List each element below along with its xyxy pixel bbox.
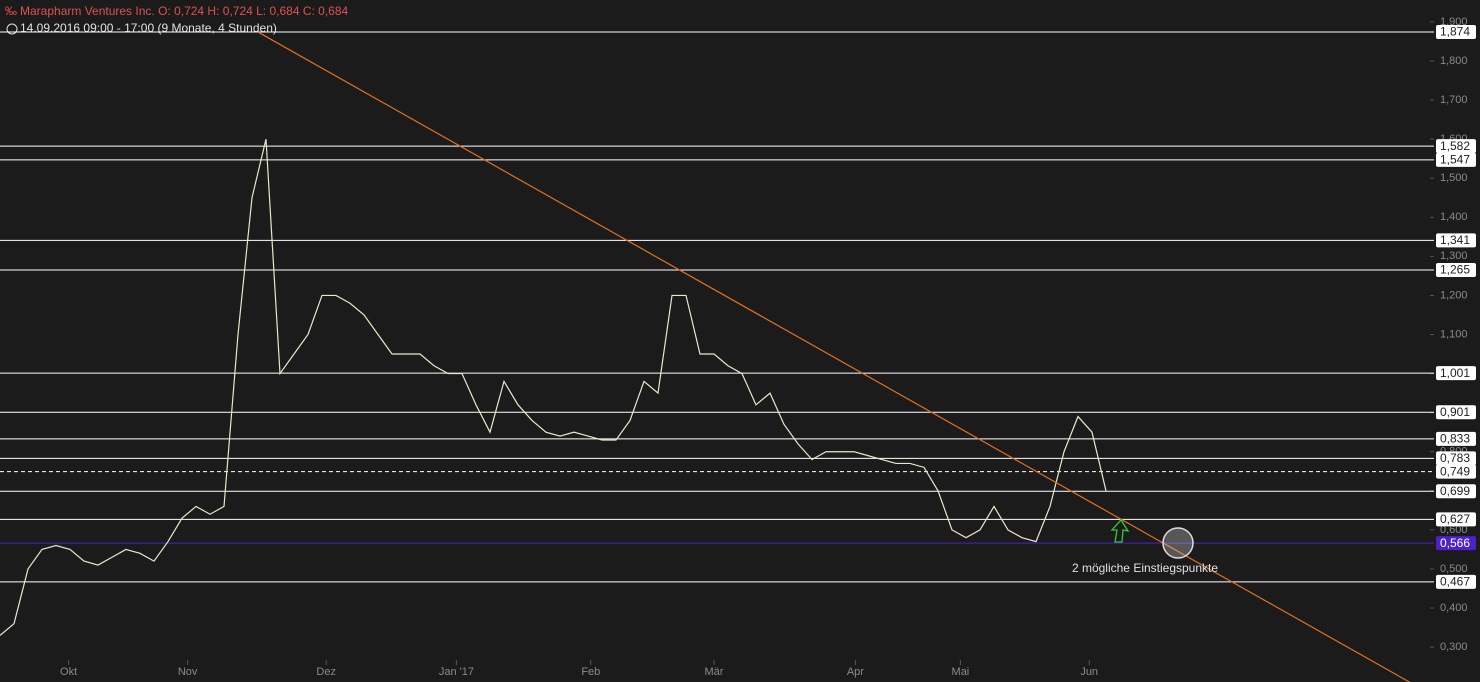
annotation: 2 mögliche Einstiegspunkte <box>1072 561 1218 575</box>
x-tick-label: Apr <box>847 666 864 678</box>
level-label: 0,566 <box>1440 536 1470 550</box>
level-label-box <box>1436 451 1476 466</box>
level-label-box <box>1436 233 1476 248</box>
y-tick-label: 1,500 <box>1440 172 1468 184</box>
entry-marker <box>1162 527 1194 559</box>
y-tick-label: 0,300 <box>1440 641 1468 653</box>
level-label: 0,749 <box>1440 464 1470 478</box>
level-label-box <box>1436 484 1476 499</box>
level-label-box <box>1436 139 1476 154</box>
x-tick-label: Nov <box>178 666 198 678</box>
y-tick-label: 1,400 <box>1440 211 1468 223</box>
x-tick-label: Jan '17 <box>439 666 474 678</box>
level-label-box <box>1436 25 1476 40</box>
level-label: 0,627 <box>1440 512 1470 526</box>
y-tick-label: 1,800 <box>1440 55 1468 67</box>
level-label: 0,901 <box>1440 405 1470 419</box>
x-tick-label: Jun <box>1080 666 1098 678</box>
y-tick-label: 1,300 <box>1440 250 1468 262</box>
level-label: 0,833 <box>1440 431 1470 445</box>
level-label-box <box>1436 574 1476 589</box>
level-label-box <box>1436 431 1476 446</box>
level-label-box <box>1436 512 1476 527</box>
chart-title: Marapharm Ventures Inc. O: 0,724 H: 0,72… <box>20 4 349 18</box>
level-label: 1,547 <box>1440 152 1470 166</box>
level-label: 1,341 <box>1440 233 1470 247</box>
level-label: 0,783 <box>1440 451 1470 465</box>
level-label: 1,582 <box>1440 139 1470 153</box>
level-label: 1,001 <box>1440 366 1470 380</box>
chart-subtitle: 14.09.2016 09:00 - 17:00 (9 Monate, 4 St… <box>20 21 277 35</box>
level-label-box <box>1436 536 1476 551</box>
level-label-box <box>1436 405 1476 420</box>
x-tick-label: Feb <box>581 666 600 678</box>
level-label: 1,874 <box>1440 25 1470 39</box>
logo-icon: ‰ <box>5 4 17 18</box>
level-label-box <box>1436 263 1476 278</box>
level-label-box <box>1436 152 1476 167</box>
level-label: 0,467 <box>1440 575 1470 589</box>
level-label-box <box>1436 366 1476 381</box>
y-tick-label: 1,900 <box>1440 16 1468 28</box>
y-tick-label: 1,100 <box>1440 328 1468 340</box>
level-label-box <box>1436 464 1476 479</box>
x-tick-label: Mai <box>952 666 970 678</box>
trend-line <box>257 31 1411 682</box>
x-tick-label: Mär <box>705 666 724 678</box>
y-tick-label: 0,500 <box>1440 563 1468 575</box>
clock-icon <box>6 23 18 35</box>
y-tick-label: 0,600 <box>1440 524 1468 536</box>
x-tick-label: Dez <box>316 666 336 678</box>
level-label: 0,699 <box>1440 484 1470 498</box>
price-line <box>0 138 1107 636</box>
y-tick-label: 1,700 <box>1440 94 1468 106</box>
level-label: 1,265 <box>1440 263 1470 277</box>
y-tick-label: 0,400 <box>1440 602 1468 614</box>
y-tick-label: 1,200 <box>1440 289 1468 301</box>
entry-arrow <box>1110 518 1130 543</box>
x-tick-label: Okt <box>60 666 77 678</box>
